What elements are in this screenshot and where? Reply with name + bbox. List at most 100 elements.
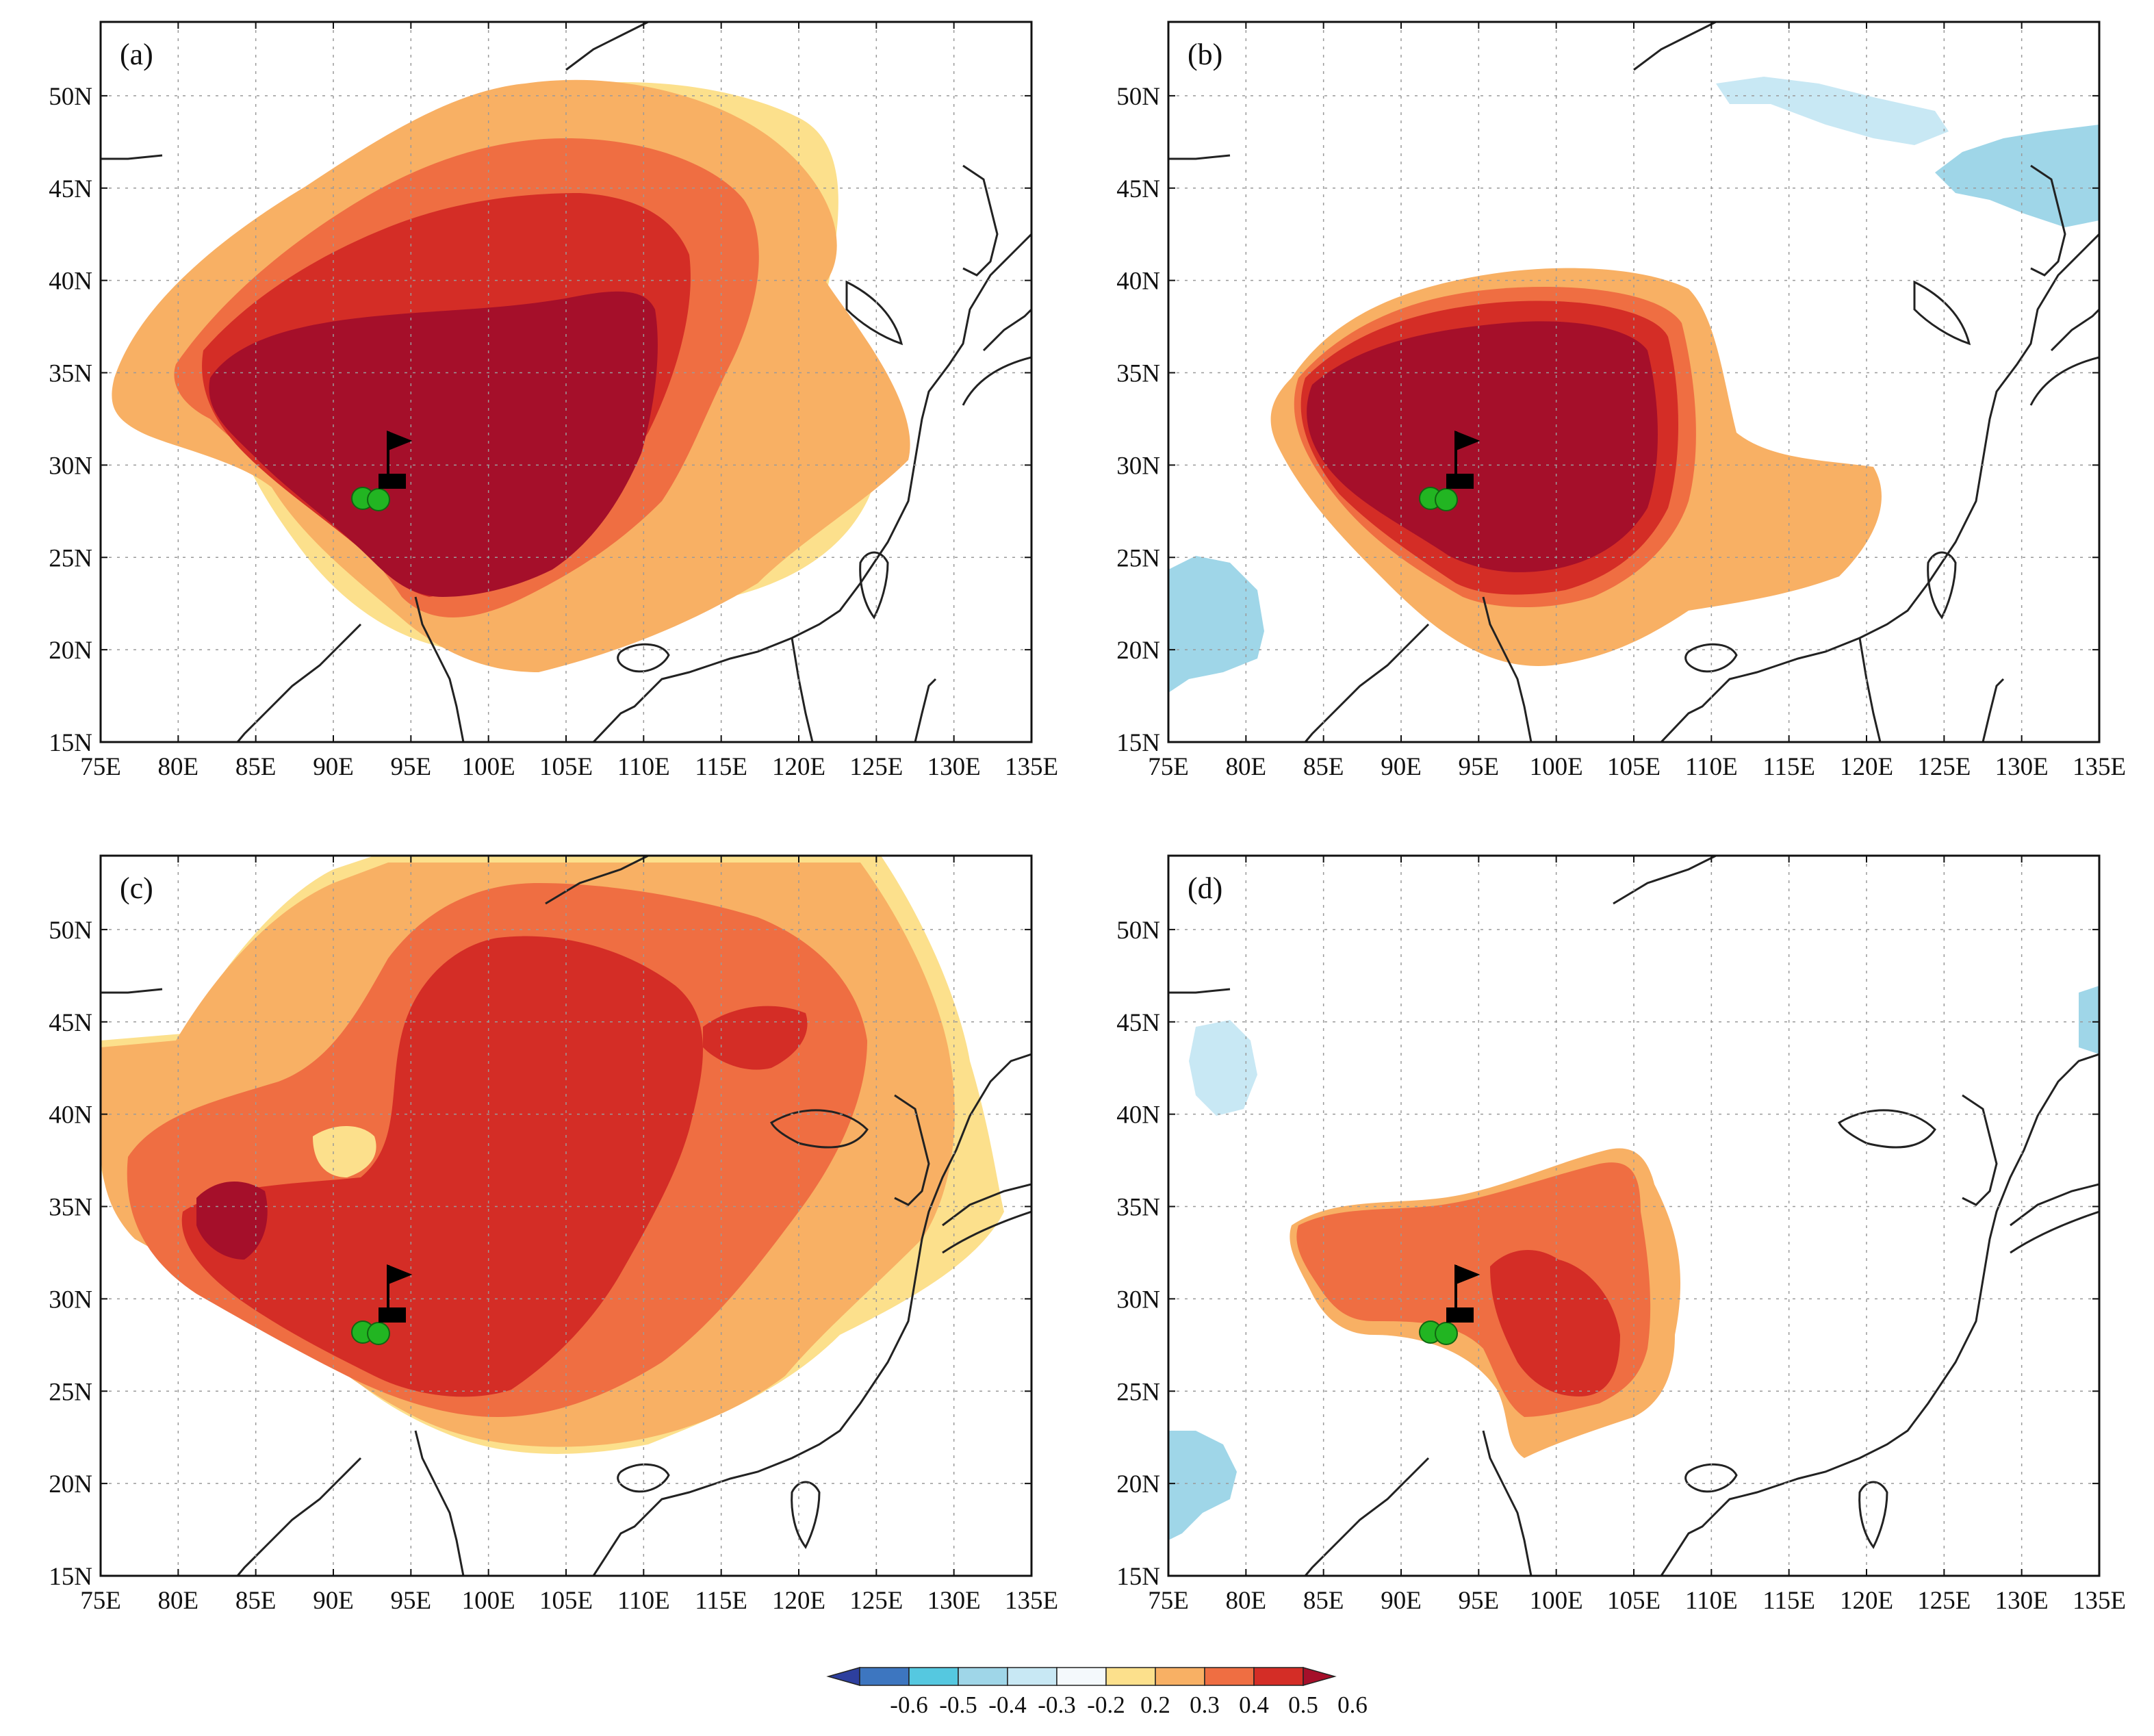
panel-b-coast-mainland	[1660, 233, 2099, 742]
panel-c-coast-north	[101, 856, 649, 994]
x-tick-label: 125E	[849, 753, 903, 781]
panel-c-coast-gulf	[770, 1109, 869, 1149]
panel-d-station-markers	[1419, 1264, 1480, 1345]
panel-c-white-hole-north	[313, 1126, 376, 1177]
panel-b-level-06	[1307, 321, 1658, 572]
panel-d-coast-japan	[2010, 1183, 2099, 1254]
panel-b-black-rect-marker	[1446, 474, 1474, 489]
x-tick-label: 130E	[927, 1587, 981, 1615]
colorbar-swatch	[958, 1667, 1008, 1686]
x-tick-label: 95E	[391, 753, 432, 781]
colorbar-tick-label: 0.3	[1190, 1692, 1220, 1718]
panel-a-coast-japan	[962, 308, 1031, 406]
panel-c-coast-taiwan	[791, 1481, 821, 1549]
colorbar-swatch	[1105, 1667, 1156, 1686]
panel-a-level-06	[209, 291, 658, 597]
panel-b-coastlines	[1168, 22, 2099, 742]
panel-b-station-markers	[1419, 431, 1480, 511]
panel-a-coast-north	[101, 22, 649, 160]
x-tick-label: 130E	[1995, 1587, 2049, 1615]
x-tick-label: 105E	[539, 1587, 593, 1615]
panel-d-negative-northeast	[2079, 986, 2099, 1054]
y-tick-label: 15N	[49, 1563, 92, 1591]
panel-b-x-axis: 75E 80E 85E 90E 95E 100E 105E 110E 115E 120E 125E 1…	[1148, 22, 2126, 781]
panel-c-label: (c)	[120, 871, 153, 905]
panel-b-correlation-fill	[1168, 77, 2099, 693]
panel-c-coast-japan	[942, 1183, 1031, 1254]
panel-d-gridlines	[1168, 856, 2099, 1576]
panel-b-negative-northeast	[1935, 125, 2099, 227]
panel-c-gridlines	[101, 856, 1031, 1576]
panel-c-y-axis: 50N 45N 40N 35N 30N 25N 20N 15N	[49, 917, 1031, 1591]
y-tick-label: 30N	[1116, 452, 1160, 480]
y-tick-label: 45N	[1116, 175, 1160, 203]
x-tick-label: 85E	[235, 753, 277, 781]
y-tick-label: 20N	[49, 637, 92, 665]
y-tick-label: 40N	[49, 1101, 92, 1129]
panel-c-coastlines	[101, 856, 1031, 1576]
panel-c-correlation-fill	[101, 856, 1004, 1454]
x-tick-label: 135E	[1005, 753, 1058, 781]
x-tick-label: 80E	[1226, 753, 1267, 781]
panel-b-coast-taiwan	[1927, 551, 1957, 620]
y-tick-label: 20N	[1116, 637, 1160, 665]
panel-d-coast-hainan	[1684, 1463, 1738, 1493]
y-tick-label: 25N	[49, 1378, 92, 1406]
panel-a-coast-hainan	[617, 643, 670, 673]
colorbar-swatch	[859, 1667, 910, 1686]
panel-d-coast-gulf	[1838, 1109, 1936, 1149]
y-tick-label: 15N	[1116, 729, 1160, 757]
panel-d-correlation-fill	[1168, 986, 2099, 1540]
panel-d-coastlines	[1168, 856, 2099, 1576]
panel-c-black-flag-marker	[387, 1264, 413, 1307]
colorbar: -0.6 -0.5 -0.4 -0.3 -0.2 0.2 0.3 0.4 0.5 0.6	[826, 1667, 1368, 1718]
panel-b-black-flag-marker	[1454, 431, 1480, 474]
panel-b-y-axis: 50N 45N 40N 35N 30N 25N 20N 15N	[1116, 83, 2099, 757]
colorbar-swatch	[1204, 1667, 1255, 1686]
colorbar-tick-label: -0.6	[890, 1692, 927, 1718]
colorbar-tick-label: -0.5	[939, 1692, 977, 1718]
colorbar-swatch	[1155, 1667, 1205, 1686]
x-tick-label: 110E	[1685, 753, 1738, 781]
panel-a-label: (a)	[120, 38, 153, 71]
panel-c-black-rect-marker	[379, 1307, 406, 1323]
x-tick-label: 135E	[2073, 753, 2126, 781]
panel-d-negative-northwest	[1189, 1020, 1257, 1116]
panel-c-coast-mainland	[592, 1053, 1031, 1576]
map-panel-d: 75E 80E 85E 90E 95E 100E 105E 110E 115E 120E 125E 1…	[1116, 854, 2126, 1615]
colorbar-swatch	[1007, 1667, 1057, 1686]
panel-d-coast-korea	[1962, 1094, 1998, 1206]
x-tick-label: 120E	[772, 1587, 825, 1615]
y-tick-label: 30N	[1116, 1286, 1160, 1314]
panel-d-coast-mainland	[1660, 1053, 2099, 1576]
panel-a-coast-mainland	[592, 233, 1031, 742]
x-tick-label: 85E	[1303, 1587, 1344, 1615]
panel-b-coast-gulf	[1913, 280, 1971, 346]
y-tick-label: 25N	[49, 544, 92, 572]
x-tick-label: 110E	[1685, 1587, 1738, 1615]
x-tick-label: 120E	[772, 753, 825, 781]
x-tick-label: 130E	[927, 753, 981, 781]
y-tick-label: 45N	[1116, 1009, 1160, 1037]
x-tick-label: 75E	[80, 1587, 121, 1615]
colorbar-tick-label: 0.4	[1239, 1692, 1269, 1718]
y-tick-label: 40N	[49, 268, 92, 296]
x-tick-label: 80E	[158, 753, 199, 781]
panel-b-coast-korea	[2030, 164, 2066, 277]
panel-b-negative-west	[1168, 556, 1264, 693]
panel-d-coast-north	[1168, 856, 1717, 994]
panel-c-coast-southwest	[236, 1430, 465, 1576]
panel-a-coast-korea	[962, 164, 999, 277]
x-tick-label: 90E	[1381, 1587, 1422, 1615]
x-tick-label: 135E	[1005, 1587, 1058, 1615]
y-tick-label: 50N	[1116, 83, 1160, 111]
panel-a-station-markers	[351, 431, 413, 511]
map-panel-a: 75E 80E 85E 90E 95E 100E 105E 110E 115E 120E 125E 1…	[49, 21, 1058, 781]
x-tick-label: 115E	[1762, 1587, 1815, 1615]
panel-b-gridlines	[1168, 22, 2099, 742]
panel-d-green-station	[1435, 1322, 1458, 1345]
x-tick-label: 125E	[1917, 753, 1971, 781]
panel-c-coast-hainan	[617, 1463, 670, 1493]
y-tick-label: 40N	[1116, 268, 1160, 296]
colorbar-tick-label: -0.4	[988, 1692, 1026, 1718]
